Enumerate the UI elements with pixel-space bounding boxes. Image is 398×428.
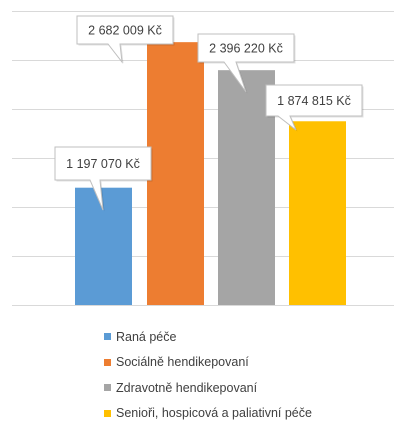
bar [75, 187, 132, 305]
legend-label: Raná péče [116, 329, 177, 344]
data-label: 1 874 815 Kč [277, 94, 351, 108]
data-label: 1 197 070 Kč [66, 157, 140, 171]
legend-item: Zdravotně hendikepovaní [104, 377, 394, 398]
legend-item: Raná péče [104, 326, 394, 347]
legend-label: Zdravotně hendikepovaní [116, 380, 258, 395]
legend-swatch [104, 358, 111, 366]
callout-box [54, 146, 152, 211]
data-label-callouts: 1 197 070 Kč 2 682 009 Kč 2 396 220 Kč 1 87… [54, 15, 364, 212]
legend-swatch [104, 333, 111, 340]
data-label: 2 682 009 Kč [88, 24, 162, 38]
legend: Raná péče Sociálně hendikepovaní Zdravotně… [104, 326, 394, 428]
bars [75, 42, 346, 305]
callout-box [197, 33, 295, 93]
bar [289, 121, 346, 305]
bar [147, 42, 204, 305]
data-label-callout: 1 197 070 Kč [54, 146, 153, 212]
callout-box [265, 84, 363, 131]
data-label-callout: 1 874 815 Kč [265, 84, 364, 132]
data-label-callout: 2 396 220 Kč [197, 33, 296, 94]
callout-box [76, 15, 174, 64]
legend-label: Senioři, hospicová a paliativní péče [116, 406, 312, 420]
data-label: 2 396 220 Kč [209, 42, 283, 56]
legend-swatch [104, 384, 111, 391]
legend-item: Sociálně hendikepovaní [104, 352, 394, 373]
data-label-callout: 2 682 009 Kč [76, 15, 175, 64]
legend-label: Sociálně hendikepovaní [116, 355, 249, 369]
legend-swatch [104, 409, 111, 417]
legend-item: Senioři, hospicová a paliativní péče [104, 403, 394, 424]
